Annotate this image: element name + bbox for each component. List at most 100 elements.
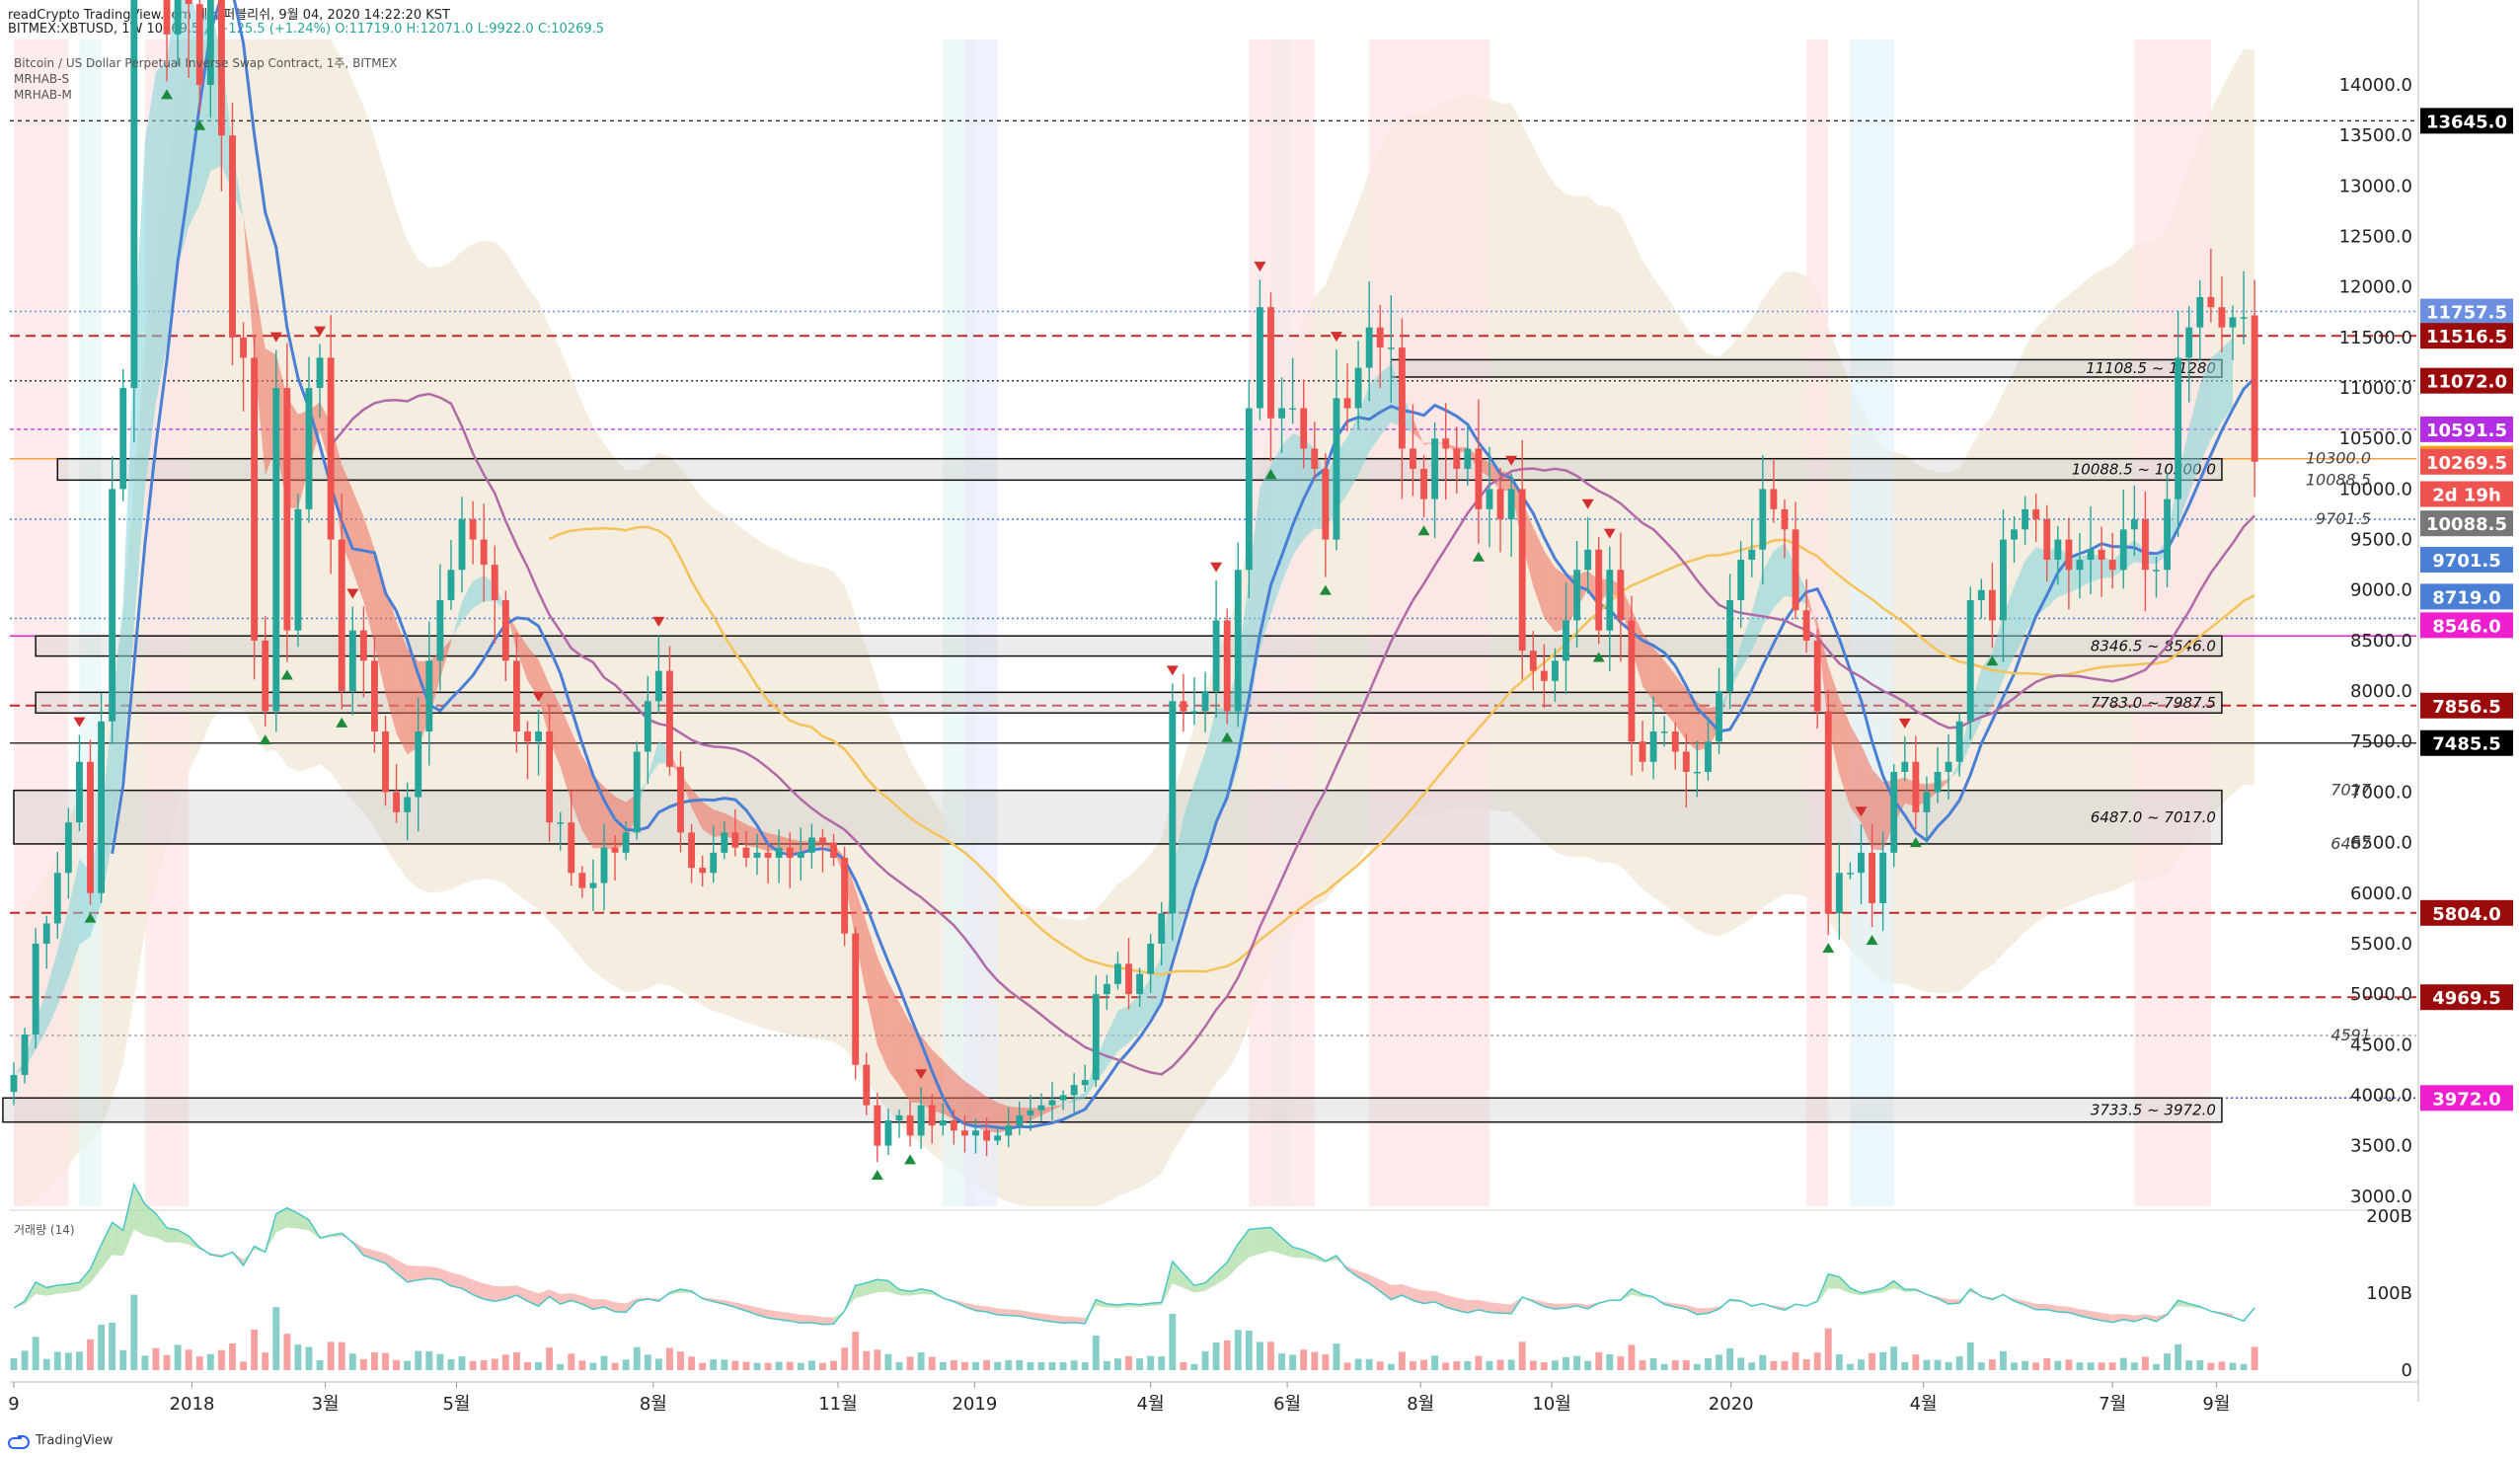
volume-bar — [130, 1294, 138, 1370]
ma-ribbon-segment — [877, 957, 888, 1071]
candle-body — [633, 751, 641, 833]
x-tick-label: 7월 — [2099, 1394, 2126, 1415]
price-tag-label: 11757.5 — [2426, 303, 2507, 324]
candle-body — [1376, 327, 1384, 348]
ma-ribbon-segment — [1063, 1098, 1075, 1106]
candle-body — [1858, 852, 1865, 874]
candle-body — [283, 388, 291, 631]
ma-ribbon-segment — [407, 648, 419, 755]
volume-ribbon-segment — [811, 1315, 823, 1325]
ma-ribbon-segment — [1292, 432, 1304, 556]
candle-body — [1759, 489, 1767, 550]
candle-body — [2011, 529, 2018, 540]
buy-signal-icon — [1264, 469, 1277, 480]
price-tag — [2420, 323, 2513, 349]
candle-body — [1431, 438, 1439, 499]
volume-bar — [2207, 1362, 2215, 1370]
ma-ribbon-segment — [581, 755, 593, 849]
ma-ribbon-segment — [538, 659, 550, 739]
legend-indicator-m: MRHAB-M — [14, 88, 72, 102]
candle-body — [1103, 983, 1110, 995]
candle-body — [174, 0, 182, 35]
buy-signal-icon — [1986, 655, 1999, 666]
price-tag-label: 11072.0 — [2426, 372, 2507, 393]
candle-body — [742, 847, 750, 858]
volume-bar — [2087, 1362, 2095, 1370]
candle-body — [501, 599, 509, 661]
candle-body — [830, 842, 837, 858]
ma-ribbon-segment — [1664, 660, 1676, 726]
volume-bar — [699, 1362, 707, 1370]
ma-ribbon-segment — [898, 1002, 911, 1103]
buy-signal-icon — [1866, 935, 1878, 946]
ma-ribbon-segment — [527, 646, 539, 698]
ma-ribbon-segment — [1653, 648, 1665, 712]
volume-bar — [2251, 1346, 2258, 1370]
symbol-name[interactable]: BITMEX:XBTUSD, 1W — [8, 22, 143, 37]
candle-body — [983, 1130, 991, 1141]
candle-body — [436, 599, 444, 661]
price-tag — [2420, 547, 2513, 574]
sell-signal-icon — [1898, 718, 1911, 728]
volume-bar — [1190, 1363, 1198, 1370]
volume-bar — [1442, 1362, 1450, 1370]
candle-body — [1365, 327, 1373, 368]
candle-body — [1267, 307, 1274, 419]
price-tag-label: 10591.5 — [2426, 421, 2507, 441]
price-tag-label: 4969.5 — [2432, 988, 2500, 1009]
price-tag-label: 2d 19h — [2432, 486, 2501, 506]
x-tick-label: 3월 — [312, 1394, 340, 1415]
volume-bar — [404, 1360, 412, 1370]
volume-bar — [1748, 1362, 1756, 1370]
candle-body — [1584, 549, 1592, 571]
volume-bar — [1278, 1353, 1286, 1370]
volume-bar — [2130, 1362, 2138, 1370]
candle-body — [906, 1114, 914, 1136]
volume-bar — [1628, 1344, 1636, 1370]
volume-bar — [1966, 1342, 1974, 1370]
candle-body — [600, 847, 608, 883]
volume-bar — [1551, 1360, 1559, 1370]
axis-note: 4591 — [2330, 1026, 2371, 1044]
volume-bar — [1420, 1359, 1427, 1370]
candle-body — [1496, 489, 1504, 520]
volume-bar — [1955, 1356, 1963, 1370]
highlight-band — [2134, 39, 2211, 1206]
volume-ribbon-segment — [1303, 1250, 1315, 1261]
volume-ribbon-segment — [2035, 1303, 2047, 1310]
ma-ribbon-segment — [2014, 560, 2025, 657]
volume-ribbon-segment — [2101, 1313, 2113, 1323]
volume-ribbon-segment — [603, 1298, 616, 1312]
volume-ribbon-segment — [581, 1295, 593, 1310]
volume-ribbon-segment — [428, 1266, 440, 1280]
volume-ribbon-segment — [79, 1268, 91, 1291]
candle-body — [348, 630, 356, 692]
price-tag-label: 13645.0 — [2426, 112, 2507, 132]
volume-bar — [775, 1361, 783, 1370]
candle-body — [480, 539, 488, 566]
volume-bar — [2022, 1360, 2029, 1370]
volume-bar — [359, 1358, 367, 1370]
ma-ribbon-segment — [1413, 418, 1424, 445]
candle-body — [1464, 448, 1472, 469]
volume-bar — [830, 1360, 837, 1370]
volume-bar — [2185, 1360, 2193, 1370]
volume-ribbon-segment — [549, 1289, 561, 1305]
ma-ribbon-segment — [155, 59, 168, 404]
candle-body — [644, 701, 651, 752]
y-tick-label: 4000.0 — [2350, 1085, 2412, 1106]
volume-ribbon-segment — [1882, 1280, 1894, 1293]
volume-ribbon-segment — [2134, 1314, 2146, 1322]
candle-body — [917, 1105, 925, 1136]
ma-ribbon-segment — [450, 601, 463, 643]
volume-ribbon-segment — [1423, 1290, 1435, 1304]
zone-label: 7783.0 ~ 7987.5 — [2091, 694, 2216, 712]
zone-box — [35, 635, 2223, 657]
y-tick-label: 12500.0 — [2339, 227, 2412, 248]
price-tag-label: 8719.0 — [2432, 587, 2500, 608]
candle-body — [1879, 852, 1887, 903]
candle-body — [393, 792, 401, 812]
volume-ribbon-segment — [450, 1272, 463, 1289]
candle-body — [654, 670, 662, 702]
